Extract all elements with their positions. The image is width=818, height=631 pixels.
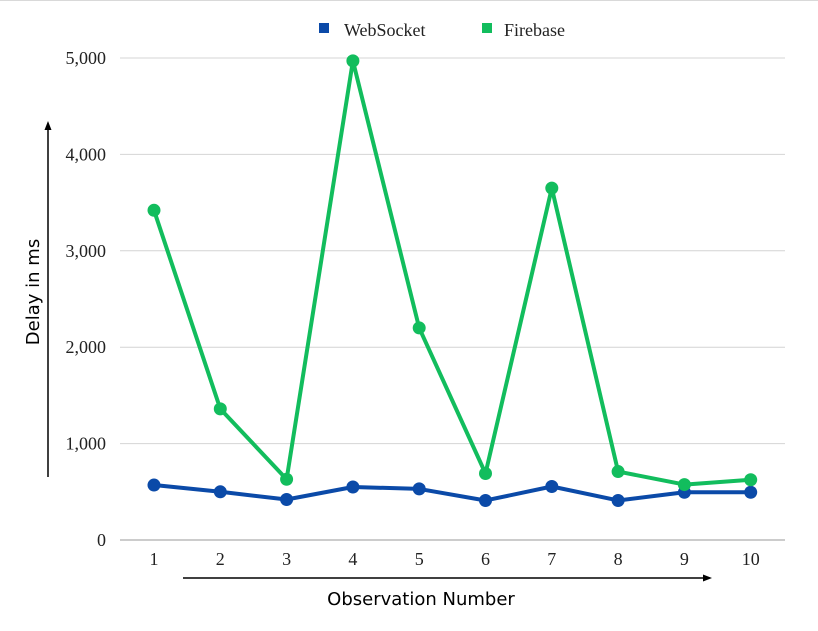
legend: WebSocket Firebase bbox=[319, 20, 565, 40]
x-tick-label: 8 bbox=[614, 549, 623, 569]
data-point-websocket bbox=[412, 482, 426, 496]
data-point-firebase bbox=[744, 473, 758, 487]
y-tick-labels: 0 1,000 2,000 3,000 4,000 5,000 bbox=[66, 48, 107, 550]
legend-label-firebase: Firebase bbox=[504, 20, 565, 40]
y-tick-label: 2,000 bbox=[66, 337, 107, 357]
y-tick-label: 0 bbox=[97, 530, 106, 550]
data-point-websocket bbox=[744, 485, 758, 499]
data-point-firebase bbox=[346, 54, 360, 68]
series-line-websocket bbox=[152, 483, 753, 503]
data-point-websocket bbox=[213, 485, 227, 499]
data-point-firebase bbox=[545, 181, 559, 195]
series-line-firebase bbox=[152, 58, 753, 487]
legend-swatch-websocket bbox=[319, 23, 329, 33]
x-tick-label: 9 bbox=[680, 549, 689, 569]
x-axis-title: Observation Number bbox=[327, 589, 515, 610]
data-point-websocket bbox=[545, 479, 559, 493]
data-point-firebase bbox=[213, 402, 227, 416]
x-tick-label: 10 bbox=[742, 549, 760, 569]
y-tick-label: 3,000 bbox=[66, 241, 107, 261]
data-point-websocket bbox=[479, 493, 492, 507]
y-axis-title: Delay in ms bbox=[23, 239, 44, 345]
data-point-firebase bbox=[280, 472, 294, 486]
x-tick-label: 4 bbox=[348, 549, 357, 569]
series-websocket bbox=[147, 478, 758, 507]
x-tick-labels: 1 2 3 4 5 6 7 8 9 10 bbox=[150, 549, 760, 569]
data-point-websocket bbox=[280, 493, 294, 507]
series-firebase bbox=[147, 54, 758, 492]
data-point-websocket bbox=[346, 480, 360, 494]
series-layer bbox=[147, 54, 758, 507]
y-axis-arrow bbox=[44, 121, 52, 477]
x-tick-label: 5 bbox=[415, 549, 424, 569]
x-tick-label: 7 bbox=[547, 549, 556, 569]
data-point-firebase bbox=[479, 466, 492, 480]
data-point-firebase bbox=[147, 203, 161, 217]
legend-label-websocket: WebSocket bbox=[344, 20, 426, 40]
x-tick-label: 1 bbox=[150, 549, 159, 569]
y-tick-label: 1,000 bbox=[66, 434, 107, 454]
y-tick-label: 5,000 bbox=[66, 48, 107, 68]
y-tick-label: 4,000 bbox=[66, 144, 107, 164]
data-point-firebase bbox=[611, 465, 625, 479]
data-point-firebase bbox=[677, 478, 691, 492]
data-point-firebase bbox=[412, 321, 426, 335]
legend-swatch-firebase bbox=[482, 23, 492, 33]
x-tick-label: 3 bbox=[282, 549, 291, 569]
gridlines bbox=[120, 57, 785, 541]
data-point-websocket bbox=[611, 493, 625, 507]
x-tick-label: 2 bbox=[216, 549, 225, 569]
x-tick-label: 6 bbox=[481, 549, 490, 569]
data-point-websocket bbox=[147, 478, 161, 492]
x-axis-arrow bbox=[183, 574, 712, 582]
